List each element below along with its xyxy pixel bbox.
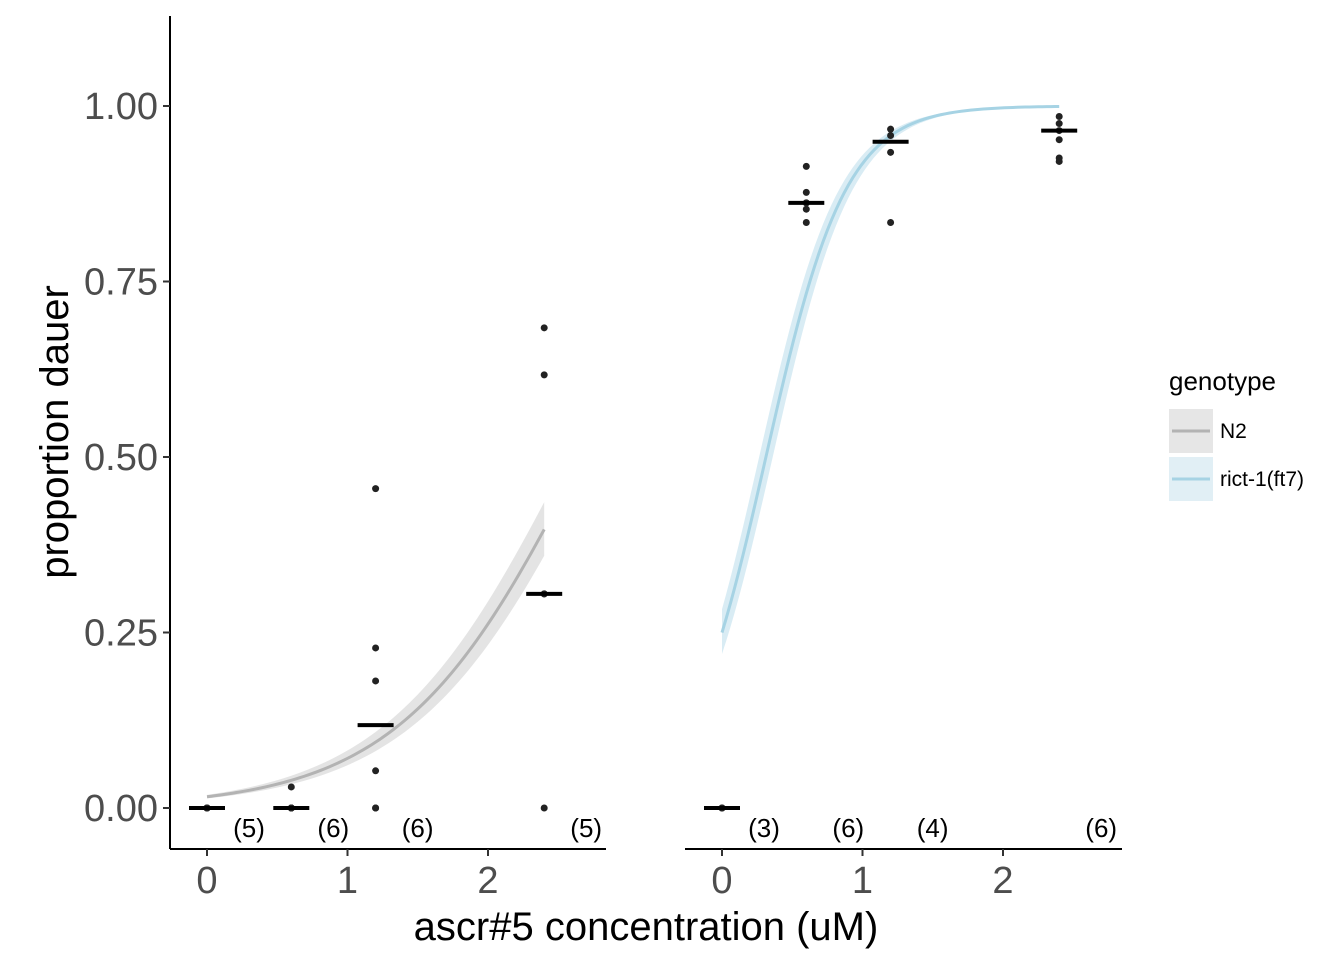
- fit-line: [720, 104, 1060, 633]
- sample-size-label: (3): [748, 813, 780, 843]
- data-point: [372, 644, 380, 652]
- data-point: [1055, 136, 1063, 144]
- data-point: [887, 131, 895, 139]
- x-tick-label: 2: [477, 860, 498, 902]
- data-point: [802, 188, 810, 196]
- x-tick-label: 0: [196, 860, 217, 902]
- x-tick-label: 1: [337, 860, 358, 902]
- x-tick-label: 1: [852, 860, 873, 902]
- legend: genotype N2 rict-1(ft7): [1169, 366, 1304, 501]
- x-tick-label: 0: [711, 860, 732, 902]
- sample-size-label: (4): [917, 813, 949, 843]
- sample-size-label: (6): [1085, 813, 1117, 843]
- y-tick-label: 0.75: [84, 262, 158, 304]
- data-point: [802, 205, 810, 213]
- data-point: [1055, 120, 1063, 128]
- data-point: [802, 162, 810, 170]
- y-axis: 0.00 0.25 0.50 0.75 1.00: [84, 16, 171, 849]
- data-point: [540, 324, 548, 332]
- data-point: [372, 485, 380, 493]
- x-tick-label: 2: [992, 860, 1013, 902]
- data-point: [1055, 113, 1063, 121]
- data-point: [540, 371, 548, 379]
- legend-label: rict-1(ft7): [1220, 468, 1304, 491]
- legend-label: N2: [1220, 420, 1247, 443]
- data-point: [287, 783, 295, 791]
- data-point: [540, 804, 548, 812]
- data-point: [887, 219, 895, 227]
- confidence-ribbon: [207, 502, 545, 799]
- y-tick-label: 0.25: [84, 613, 158, 655]
- y-tick-label: 0.00: [84, 788, 158, 830]
- sample-size-label: (6): [832, 813, 864, 843]
- sample-size-label: (5): [233, 813, 265, 843]
- data-point: [372, 804, 380, 812]
- panel-n2: 0 1 2 (5) (6) (6) (5): [170, 324, 606, 902]
- sample-size-label: (5): [570, 813, 602, 843]
- data-point: [1055, 154, 1063, 162]
- y-axis-title: proportion dauer: [33, 285, 77, 579]
- data-point: [372, 767, 380, 775]
- y-tick-label: 1.00: [84, 86, 158, 128]
- y-tick-label: 0.50: [84, 437, 158, 479]
- data-point: [372, 677, 380, 685]
- legend-title: genotype: [1169, 366, 1276, 396]
- panel-rict-1: 0 1 2 (3) (6) (4) (6): [685, 104, 1122, 902]
- fit-line: [206, 528, 546, 799]
- sample-size-label: (6): [317, 813, 349, 843]
- x-axis-title: ascr#5 concentration (uM): [414, 905, 879, 949]
- data-point: [887, 125, 895, 133]
- data-point: [887, 148, 895, 156]
- sample-size-label: (6): [402, 813, 434, 843]
- confidence-ribbon: [722, 106, 1060, 654]
- data-point: [802, 219, 810, 227]
